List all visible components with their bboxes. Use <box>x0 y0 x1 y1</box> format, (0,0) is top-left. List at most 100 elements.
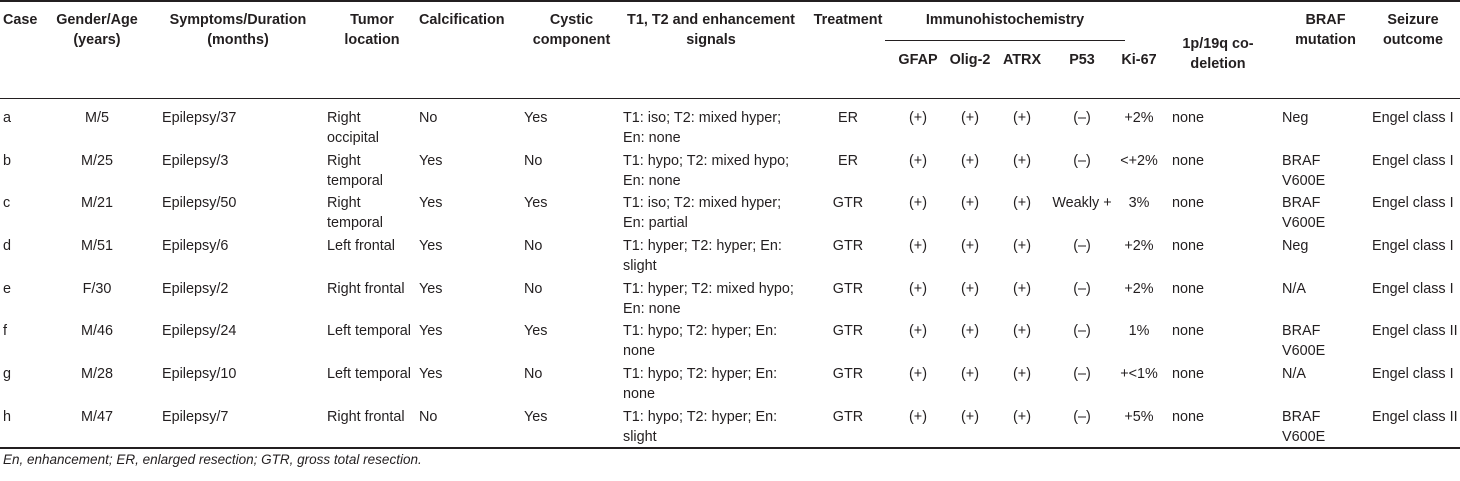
cell-olig2: (+) <box>961 153 979 169</box>
cell-atrx: (+) <box>1013 110 1031 126</box>
cell-codeletion: none <box>1172 409 1205 425</box>
cell-treatment: GTR <box>832 366 864 382</box>
cell-gender-age: M/25 <box>81 153 113 169</box>
cell-case: b <box>3 153 12 169</box>
cell-symptoms: Epilepsy/2 <box>162 281 229 297</box>
cell-cystic: No <box>524 281 543 297</box>
cell-braf: BRAF V600E <box>1282 323 1326 359</box>
cell-cystic: No <box>524 153 543 169</box>
cell-cystic: Yes <box>524 323 548 339</box>
cell-atrx: (+) <box>1013 238 1031 254</box>
table-top-rule <box>0 0 1460 2</box>
table-bottom-rule <box>0 447 1460 449</box>
cell-location: Right occipital <box>327 110 379 146</box>
cell-case: d <box>3 238 12 254</box>
cell-calcification: No <box>419 110 438 126</box>
cell-codeletion: none <box>1172 281 1205 297</box>
cell-treatment: GTR <box>832 323 864 339</box>
cell-ki67: 3% <box>1128 195 1150 211</box>
cell-p53: (–) <box>1073 238 1091 254</box>
cell-calcification: Yes <box>419 195 443 211</box>
cell-case: h <box>3 409 12 425</box>
cell-atrx: (+) <box>1013 409 1031 425</box>
cell-case: c <box>3 195 11 211</box>
cell-calcification: Yes <box>419 281 443 297</box>
cell-gfap: (+) <box>909 195 927 211</box>
cell-cystic: No <box>524 238 543 254</box>
cell-olig2: (+) <box>961 409 979 425</box>
cell-gender-age: M/21 <box>81 195 113 211</box>
header-p53: P53 <box>1069 52 1095 68</box>
cell-treatment: GTR <box>832 238 864 254</box>
cell-braf: Neg <box>1282 110 1309 126</box>
header-calcification: Calcification <box>419 12 505 28</box>
cell-gfap: (+) <box>909 281 927 297</box>
cell-gender-age: M/46 <box>81 323 113 339</box>
header-seizure: Seizure outcome <box>1383 12 1443 48</box>
cell-ki67: +2% <box>1124 238 1154 254</box>
cell-codeletion: none <box>1172 366 1205 382</box>
cell-symptoms: Epilepsy/24 <box>162 323 237 339</box>
cell-gfap: (+) <box>909 238 927 254</box>
cell-gfap: (+) <box>909 366 927 382</box>
cell-location: Right frontal <box>327 281 405 297</box>
cell-symptoms: Epilepsy/3 <box>162 153 229 169</box>
cell-signals: T1: hyper; T2: mixed hypo; En: none <box>623 281 794 317</box>
cell-signals: T1: hypo; T2: hyper; En: slight <box>623 409 778 445</box>
header-cystic: Cystic component <box>532 12 611 48</box>
header-immunohistochemistry: Immunohistochemistry <box>925 12 1085 28</box>
cell-codeletion: none <box>1172 238 1205 254</box>
cell-olig2: (+) <box>961 366 979 382</box>
cell-signals: T1: hyper; T2: hyper; En: slight <box>623 238 782 274</box>
cell-braf: BRAF V600E <box>1282 195 1326 231</box>
cell-ki67: +<1% <box>1120 366 1158 382</box>
header-atrx: ATRX <box>1002 52 1042 68</box>
cell-braf: N/A <box>1282 366 1306 382</box>
header-bottom-rule <box>0 98 1460 99</box>
header-case: Case <box>3 12 38 28</box>
cell-braf: Neg <box>1282 238 1309 254</box>
cell-gfap: (+) <box>909 153 927 169</box>
cell-seizure: Engel class I <box>1372 281 1454 297</box>
cell-calcification: Yes <box>419 238 443 254</box>
cell-calcification: Yes <box>419 366 443 382</box>
cell-gfap: (+) <box>909 110 927 126</box>
cell-p53: (–) <box>1073 281 1091 297</box>
cell-treatment: GTR <box>832 281 864 297</box>
cell-location: Right temporal <box>327 153 383 189</box>
cell-ki67: +2% <box>1124 110 1154 126</box>
cell-codeletion: none <box>1172 153 1205 169</box>
cell-location: Left temporal <box>327 323 411 339</box>
header-gfap: GFAP <box>898 52 938 68</box>
cell-seizure: Engel class II <box>1372 409 1458 425</box>
header-braf: BRAF mutation <box>1295 12 1356 48</box>
cell-p53: Weakly + <box>1052 195 1112 211</box>
cell-seizure: Engel class II <box>1372 323 1458 339</box>
cell-treatment: ER <box>838 110 858 126</box>
cell-cystic: No <box>524 366 543 382</box>
cell-codeletion: none <box>1172 323 1205 339</box>
cell-ki67: +5% <box>1124 409 1154 425</box>
cell-seizure: Engel class I <box>1372 366 1454 382</box>
cell-gfap: (+) <box>909 409 927 425</box>
cell-seizure: Engel class I <box>1372 153 1454 169</box>
cell-calcification: No <box>419 409 438 425</box>
cell-symptoms: Epilepsy/50 <box>162 195 237 211</box>
cell-symptoms: Epilepsy/6 <box>162 238 229 254</box>
cell-calcification: Yes <box>419 323 443 339</box>
cell-p53: (–) <box>1073 323 1091 339</box>
cell-atrx: (+) <box>1013 281 1031 297</box>
cell-location: Left temporal <box>327 366 411 382</box>
cell-p53: (–) <box>1073 110 1091 126</box>
cell-cystic: Yes <box>524 409 548 425</box>
cell-location: Right frontal <box>327 409 405 425</box>
cell-braf: BRAF V600E <box>1282 153 1326 189</box>
cell-olig2: (+) <box>961 195 979 211</box>
cell-signals: T1: iso; T2: mixed hyper; En: none <box>623 110 782 146</box>
cell-ki67: +2% <box>1124 281 1154 297</box>
table-footnote: En, enhancement; ER, enlarged resection;… <box>3 452 422 467</box>
cell-atrx: (+) <box>1013 195 1031 211</box>
cell-treatment: GTR <box>832 409 864 425</box>
cell-gender-age: F/30 <box>82 281 112 297</box>
cell-olig2: (+) <box>961 323 979 339</box>
